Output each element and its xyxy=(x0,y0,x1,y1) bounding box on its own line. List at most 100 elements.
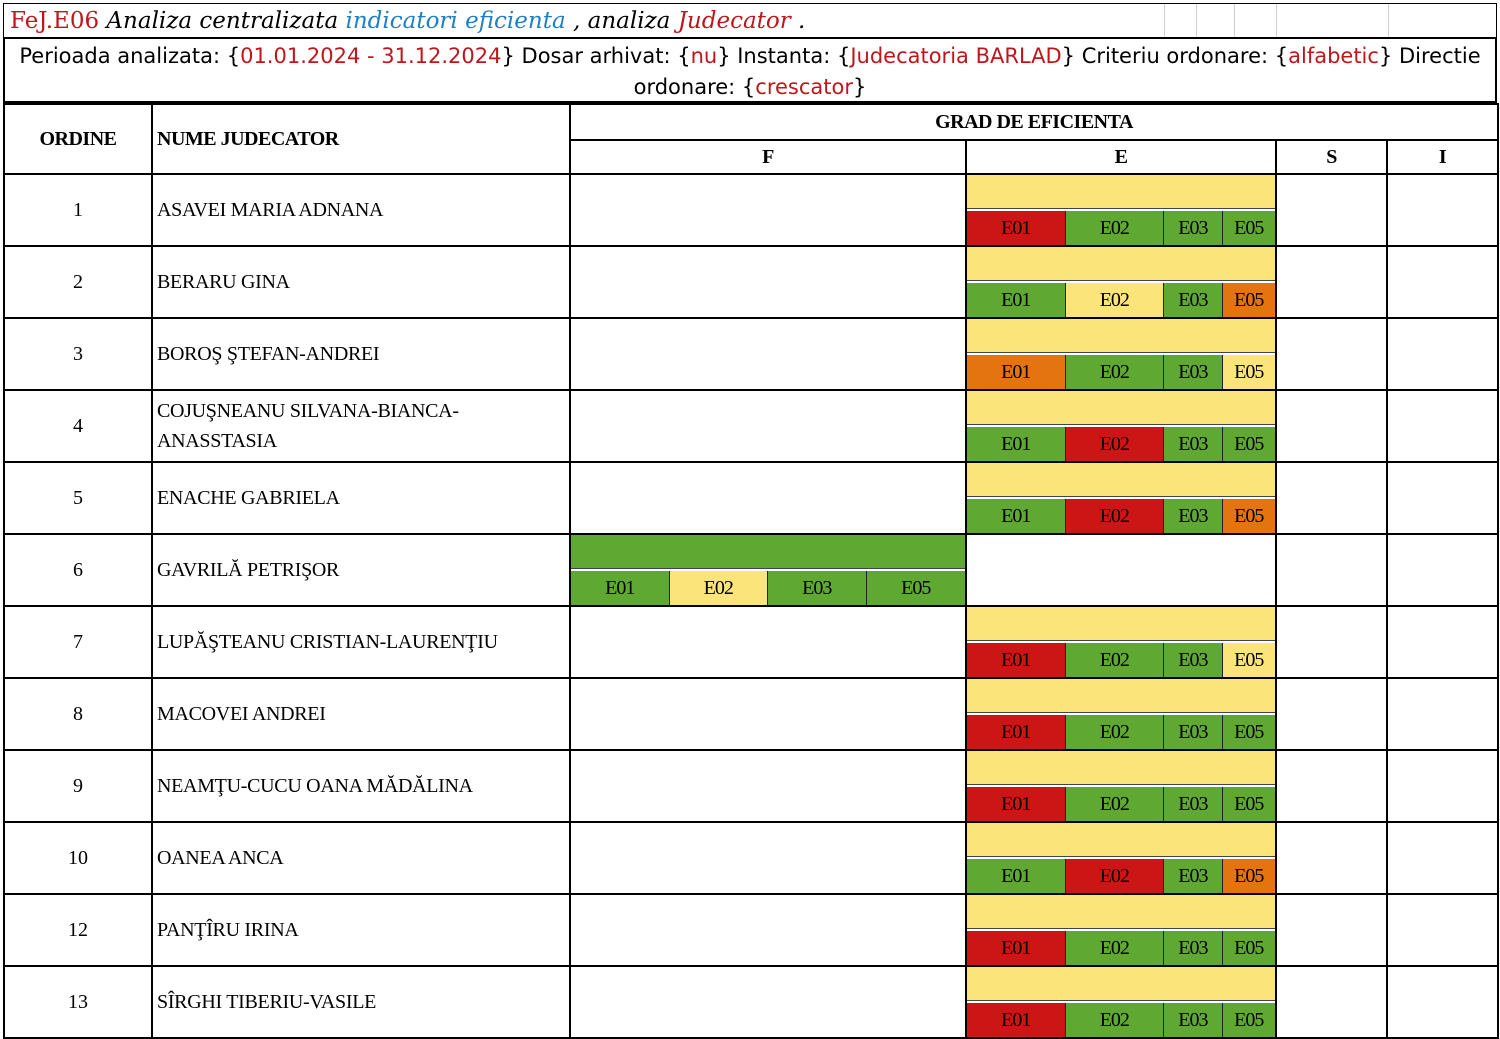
grade-cell-e: E01 E02 E03 E05 xyxy=(965,605,1277,679)
grade-cell-f xyxy=(569,605,967,679)
indicator-chip-e05: E05 xyxy=(1222,211,1275,245)
overall-grade-bar xyxy=(967,607,1275,641)
grade-cell-s xyxy=(1275,245,1388,319)
indicator-chip-e05: E05 xyxy=(1222,283,1275,317)
title-part-4: Judecator xyxy=(677,8,791,34)
indicator-chip-e05: E05 xyxy=(1222,859,1275,893)
indicator-chip-e02: E02 xyxy=(669,571,768,605)
indicator-chips: E01 E02 E03 E05 xyxy=(967,715,1275,749)
indicator-block: E01 E02 E03 E05 xyxy=(967,967,1275,1037)
indicator-block: E01 E02 E03 E05 xyxy=(967,175,1275,245)
title-part-5: . xyxy=(790,8,806,34)
indicator-chip-e01: E01 xyxy=(967,355,1066,389)
indicator-chip-e03: E03 xyxy=(1164,715,1223,749)
grade-cell-i xyxy=(1386,461,1499,535)
row-ordine: 8 xyxy=(3,677,153,751)
grade-cell-s xyxy=(1275,173,1388,247)
indicator-chip-e01: E01 xyxy=(967,715,1066,749)
grade-cell-f: E01 E02 E03 E05 xyxy=(569,533,967,607)
grade-cell-e: E01 E02 E03 E05 xyxy=(965,749,1277,823)
table-row: 3 BOROŞ ŞTEFAN-ANDREI E01 E02 E03 E05 xyxy=(3,317,1499,391)
indicator-chips: E01 E02 E03 E05 xyxy=(967,643,1275,677)
grade-cell-s xyxy=(1275,533,1388,607)
indicator-chip-e01: E01 xyxy=(967,787,1066,821)
indicator-chip-e02: E02 xyxy=(1065,211,1165,245)
indicator-chips: E01 E02 E03 E05 xyxy=(967,211,1275,245)
dosar-label: } Dosar arhivat: { xyxy=(501,44,691,68)
row-ordine: 4 xyxy=(3,389,153,463)
header-row-grades: F E S I xyxy=(4,139,1499,175)
instanta-label: } Instanta: { xyxy=(717,44,851,68)
row-ordine: 9 xyxy=(3,749,153,823)
indicator-chip-e03: E03 xyxy=(1164,931,1223,965)
indicator-chip-e01: E01 xyxy=(967,931,1066,965)
grade-cell-i xyxy=(1386,533,1499,607)
indicator-chip-e05: E05 xyxy=(1222,715,1275,749)
indicator-chip-e01: E01 xyxy=(967,283,1066,317)
indicator-chip-e05: E05 xyxy=(1222,355,1275,389)
sheet-gridline xyxy=(1196,4,1197,38)
indicator-chip-e03: E03 xyxy=(1164,1003,1223,1037)
grade-header-s: S xyxy=(1275,139,1388,175)
grade-cell-f xyxy=(569,245,967,319)
indicator-chip-e02: E02 xyxy=(1065,643,1165,677)
overall-grade-bar xyxy=(967,319,1275,353)
row-ordine: 12 xyxy=(3,893,153,967)
indicator-chip-e05: E05 xyxy=(1222,643,1275,677)
indicator-chip-e01: E01 xyxy=(967,859,1066,893)
table-row: 4 COJUŞNEANU SILVANA-BIANCA-ANASSTASIA E01… xyxy=(3,389,1499,463)
indicator-chips: E01 E02 E03 E05 xyxy=(967,355,1275,389)
grade-cell-s xyxy=(1275,389,1388,463)
col-grad-header: GRAD DE EFICIENTA xyxy=(569,103,1499,141)
indicator-block: E01 E02 E03 E05 xyxy=(967,319,1275,389)
table-row: 12 PANŢÎRU IRINA E01 E02 E03 E05 xyxy=(3,893,1499,967)
indicator-chip-e02: E02 xyxy=(1065,859,1165,893)
overall-grade-bar xyxy=(967,679,1275,713)
grade-cell-s xyxy=(1275,677,1388,751)
indicator-chip-e03: E03 xyxy=(1164,283,1223,317)
grade-cell-s xyxy=(1275,461,1388,535)
directie-label: } Directie ordonare: { xyxy=(633,44,1481,99)
grade-cell-f xyxy=(569,893,967,967)
grade-cell-f xyxy=(569,749,967,823)
table-row: 10 OANEA ANCA E01 E02 E03 E05 xyxy=(3,821,1499,895)
indicator-chips: E01 E02 E03 E05 xyxy=(967,499,1275,533)
indicator-chip-e01: E01 xyxy=(967,1003,1066,1037)
indicator-chip-e03: E03 xyxy=(1164,355,1223,389)
grade-cell-e: E01 E02 E03 E05 xyxy=(965,461,1277,535)
overall-grade-bar xyxy=(967,967,1275,1001)
grade-cell-e: E01 E02 E03 E05 xyxy=(965,965,1277,1039)
report-title: FeJ.E06 Analiza centralizata indicatori … xyxy=(10,4,805,38)
perioada-value: 01.01.2024 - 31.12.2024 xyxy=(240,44,502,68)
criteriu-value: alfabetic xyxy=(1288,44,1379,68)
indicator-chip-e05: E05 xyxy=(866,571,965,605)
col-ordine-header: ORDINE xyxy=(3,103,153,175)
report-code: FeJ.E06 xyxy=(10,8,100,34)
grade-cell-e: E01 E02 E03 E05 xyxy=(965,677,1277,751)
grade-cell-i xyxy=(1386,605,1499,679)
indicator-chip-e03: E03 xyxy=(768,571,867,605)
indicator-chip-e05: E05 xyxy=(1222,787,1275,821)
indicator-chips: E01 E02 E03 E05 xyxy=(967,1003,1275,1037)
perioada-label: Perioada analizata: { xyxy=(19,44,241,68)
indicator-chip-e02: E02 xyxy=(1065,1003,1165,1037)
grade-cell-f xyxy=(569,173,967,247)
indicator-chip-e02: E02 xyxy=(1065,283,1165,317)
filter-close: } xyxy=(853,75,867,99)
indicator-block: E01 E02 E03 E05 xyxy=(967,463,1275,533)
indicator-chip-e02: E02 xyxy=(1065,499,1165,533)
indicator-chips: E01 E02 E03 E05 xyxy=(967,427,1275,461)
row-ordine: 10 xyxy=(3,821,153,895)
dosar-value: nu xyxy=(690,44,718,68)
overall-grade-bar xyxy=(967,175,1275,209)
grade-cell-f xyxy=(569,965,967,1039)
indicator-chip-e02: E02 xyxy=(1065,355,1165,389)
indicator-chip-e03: E03 xyxy=(1164,787,1223,821)
grade-cell-e: E01 E02 E03 E05 xyxy=(965,893,1277,967)
grade-cell-i xyxy=(1386,173,1499,247)
sheet-gridline xyxy=(1234,4,1235,38)
indicator-chip-e03: E03 xyxy=(1164,427,1223,461)
indicator-block: E01 E02 E03 E05 xyxy=(967,823,1275,893)
sheet-gridline xyxy=(1388,4,1389,38)
overall-grade-bar xyxy=(967,823,1275,857)
